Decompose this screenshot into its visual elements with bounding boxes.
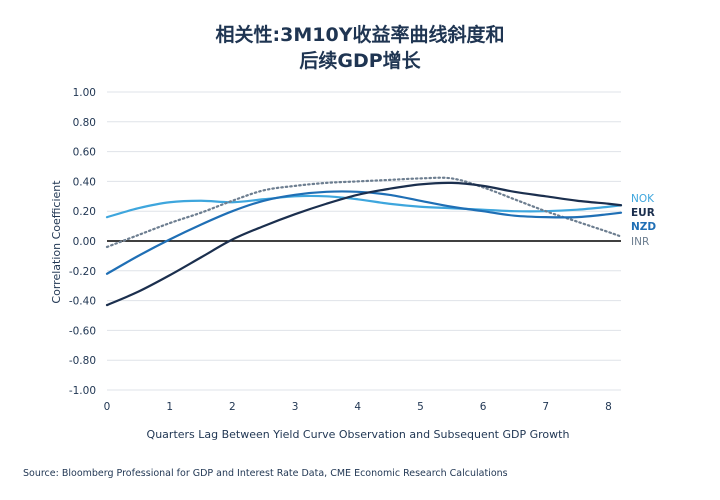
x-tick-label: 0 [104,401,111,413]
y-tick-label: 0.80 [73,117,96,129]
y-tick-label: 0.40 [73,176,96,188]
chart-title-line-1: 相关性:3M10Y收益率曲线斜度和 [215,24,505,46]
x-tick-label: 5 [417,401,424,413]
x-tick-label: 2 [229,401,236,413]
x-tick-label: 1 [166,401,173,413]
x-tick-label: 7 [542,401,549,413]
legend-label-eur: EUR [631,207,655,219]
y-tick-label: 0.20 [73,206,96,218]
x-tick-label: 3 [292,401,299,413]
series-line-inr [105,176,623,249]
x-tick-label: 8 [605,401,612,413]
legend-label-nok: NOK [631,193,655,205]
chart-title-line-2: 后续GDP增长 [299,50,421,72]
y-tick-label: 1.00 [73,87,96,99]
legend-label-nzd: NZD [631,221,656,233]
y-tick-label: -1.00 [69,385,96,397]
series-line-eur [105,181,623,307]
x-axis-label: Quarters Lag Between Yield Curve Observa… [147,428,570,441]
legend: NOK EUR NZD INR [631,193,656,248]
y-tick-label: 0.60 [73,147,96,159]
y-tick-label: -0.60 [69,325,96,337]
series-line-nok [105,194,623,219]
series-lines [105,176,623,307]
x-tick-label: 4 [354,401,361,413]
source-note: Source: Bloomberg Professional for GDP a… [23,468,508,479]
tick-labels: 1.00 0.80 0.60 0.40 0.20 0.00 -0.20 -0.40 -0.60 -… [69,87,612,413]
y-axis-label: Correlation Coefficient [50,180,63,304]
y-tick-label: -0.80 [69,355,96,367]
y-tick-label: -0.40 [69,296,96,308]
gridlines [107,91,621,391]
legend-label-inr: INR [631,236,649,248]
series-line-nzd [105,190,623,275]
x-tick-label: 6 [480,401,487,413]
y-tick-label: 0.00 [73,236,96,248]
y-tick-label: -0.20 [69,266,96,278]
